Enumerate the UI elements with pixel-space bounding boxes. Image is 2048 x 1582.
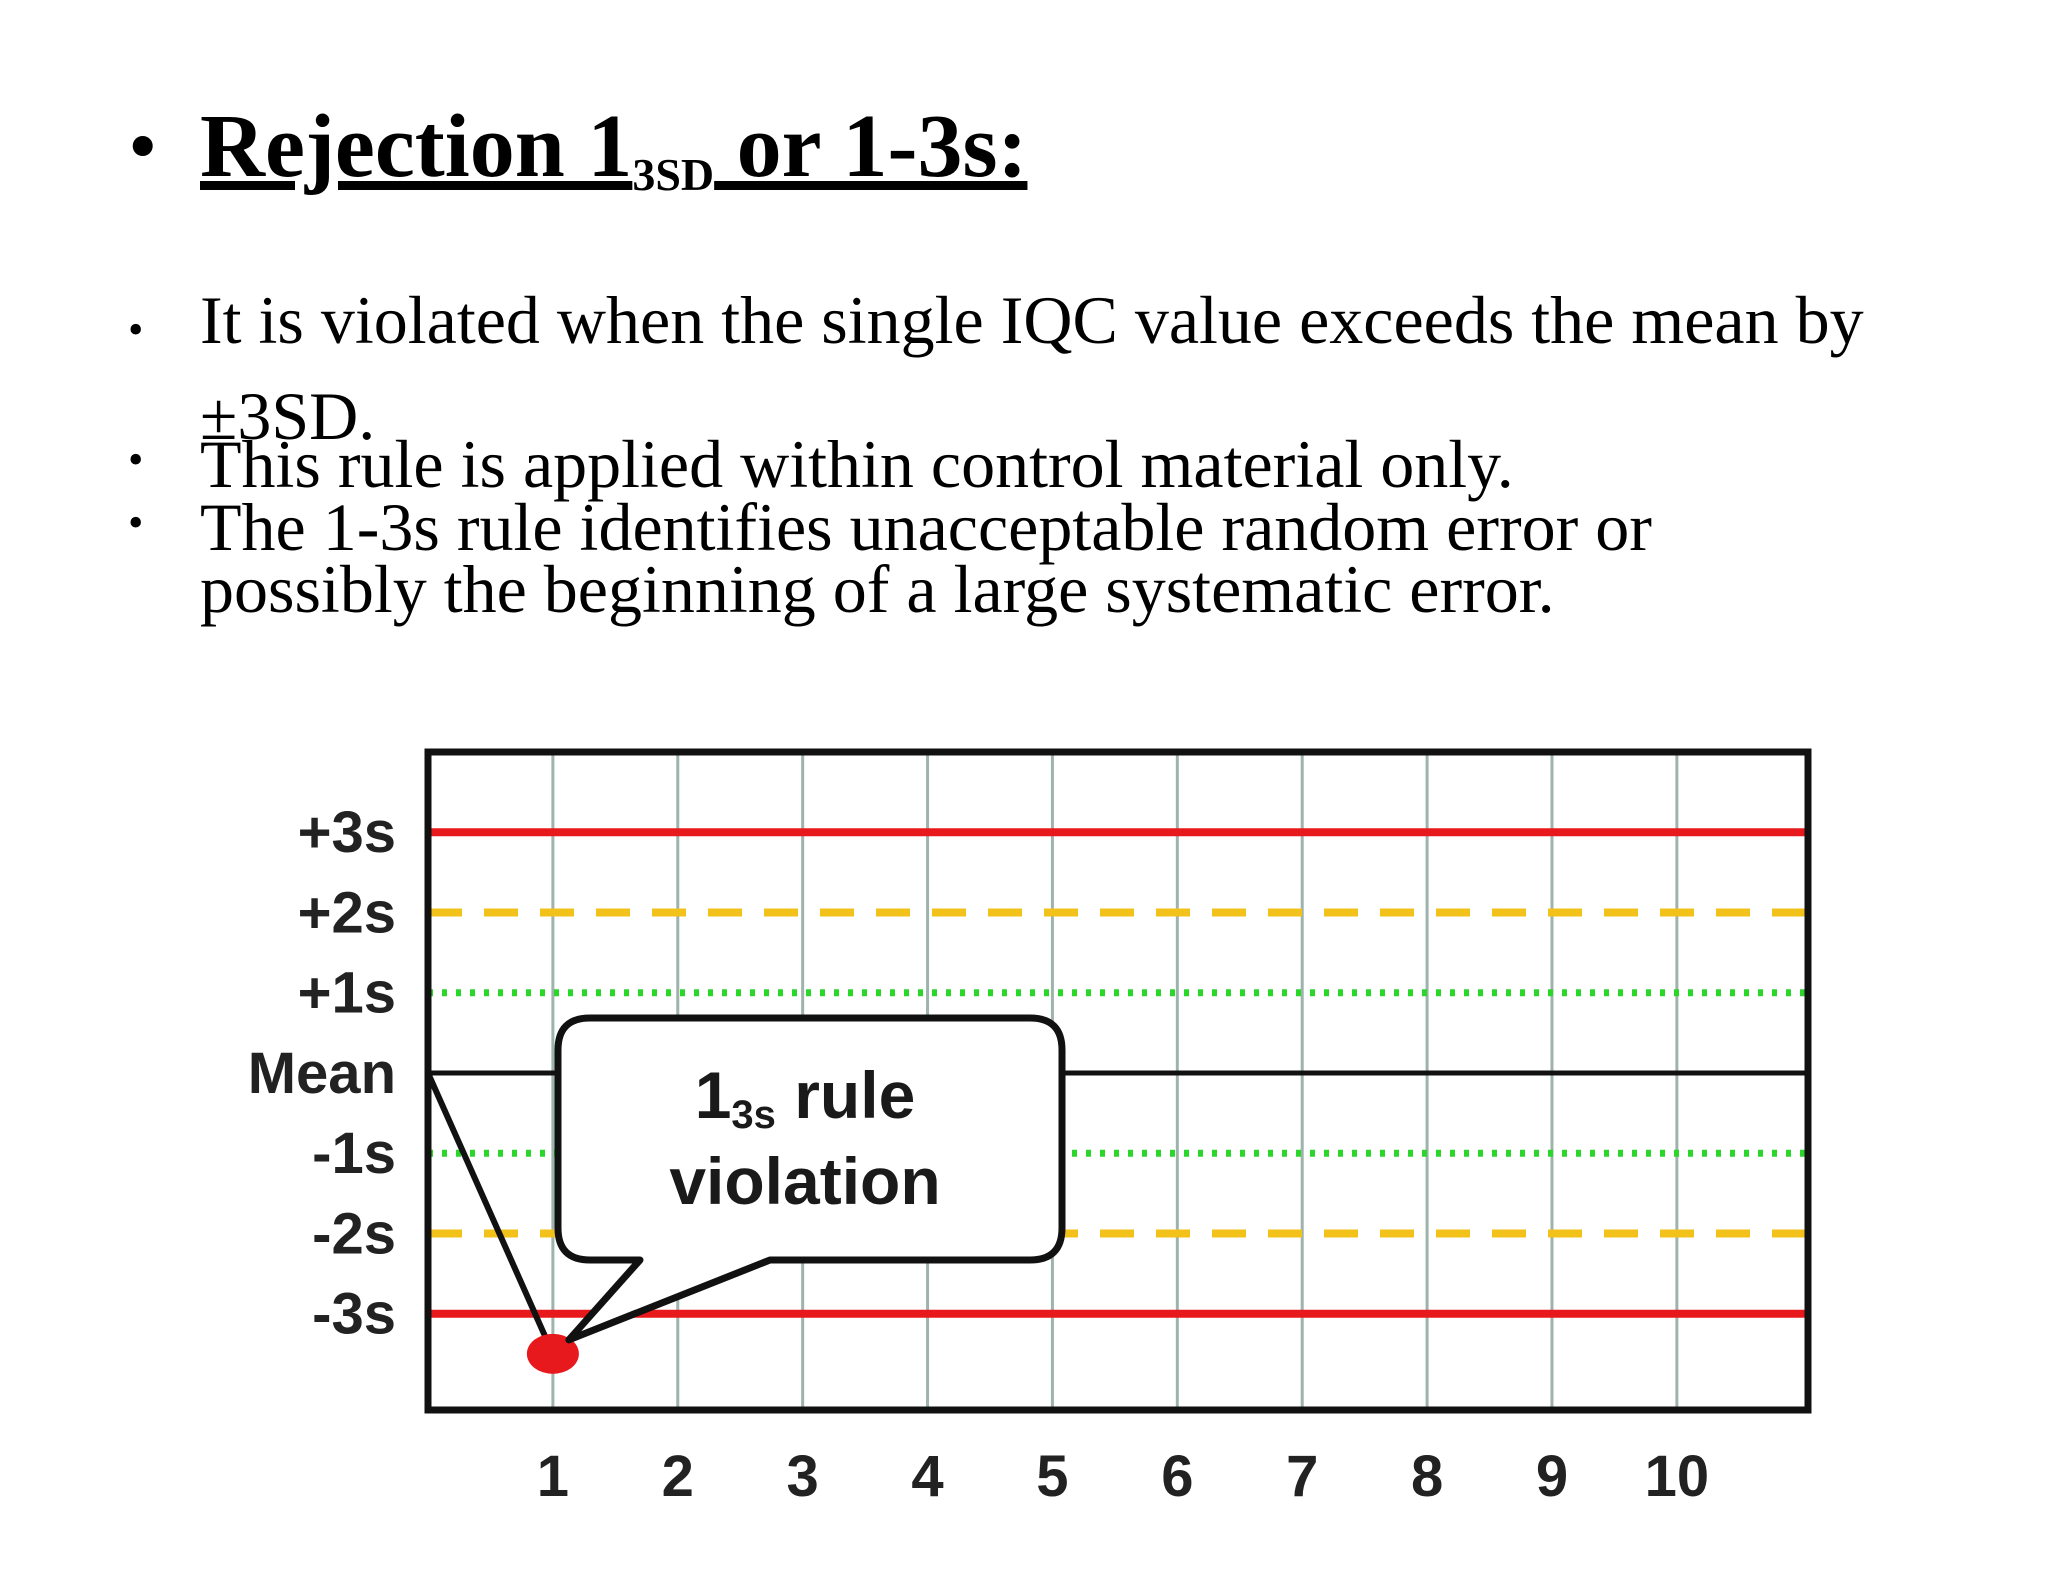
x-tick-label: 5: [1036, 1444, 1068, 1509]
data-points: [526, 1333, 579, 1374]
y-tick-label: +3s: [298, 800, 396, 865]
y-tick-label: -1s: [312, 1121, 396, 1186]
x-tick-label: 7: [1286, 1444, 1318, 1509]
y-tick-label: +1s: [298, 961, 396, 1026]
bullet-list: • It is violated when the single IQC val…: [128, 272, 2028, 627]
callout-sub: 3s: [731, 1093, 776, 1137]
bullet-text: It is violated when the single IQC value…: [200, 282, 1864, 454]
y-tick-labels: +3s +2s +1s Mean -1s -2s -3s: [248, 800, 396, 1346]
bullet-item: • It is violated when the single IQC val…: [128, 272, 2028, 464]
callout-line-2: violation: [669, 1144, 940, 1218]
callout-rest: rule: [776, 1058, 915, 1132]
callout-line-1: 13s rule: [695, 1058, 916, 1137]
x-tick-label: 9: [1536, 1444, 1568, 1509]
bullet-dot: •: [128, 305, 144, 354]
series-lines: [425, 1071, 556, 1356]
title-prefix: Rejection 1: [200, 97, 633, 196]
x-tick-label: 2: [662, 1444, 694, 1509]
callout-bubble: [554, 1014, 1066, 1344]
title-subscript: 3SD: [632, 149, 715, 200]
bullet-item: • This rule is applied within control ma…: [128, 430, 2028, 498]
bullet-item: • The 1-3s rule identifies unacceptable …: [128, 493, 2028, 627]
x-tick-label: 6: [1161, 1444, 1193, 1509]
x-tick-label: 10: [1645, 1444, 1710, 1509]
y-tick-label: +2s: [298, 880, 396, 945]
x-tick-label: 8: [1411, 1444, 1443, 1509]
bullet-text-line-2: possibly the beginning of a large system…: [200, 551, 1555, 627]
y-tick-label: -3s: [312, 1282, 396, 1347]
bullet-text-line-1: The 1-3s rule identifies unacceptable ra…: [200, 489, 1652, 565]
violation-callout: 13s rule violation: [554, 1014, 1066, 1344]
series-line-0: [425, 1071, 556, 1356]
bullet-text: This rule is applied within control mate…: [200, 426, 1514, 502]
x-tick-label: 3: [787, 1444, 819, 1509]
bullet-dot: •: [128, 498, 144, 547]
violation-point: [526, 1333, 579, 1374]
title-bullet: •: [128, 100, 158, 193]
x-tick-label: 1: [537, 1444, 569, 1509]
x-tick-labels: 1 2 3 4 5 6 7 8 9 10: [537, 1444, 1709, 1509]
title-suffix: or 1-3s:: [714, 97, 1028, 196]
callout-main: 1: [695, 1058, 732, 1132]
plot-frame: [424, 748, 1812, 1414]
x-tick-label: 4: [911, 1444, 943, 1509]
y-tick-label: -2s: [312, 1201, 396, 1266]
bullet-dot: •: [128, 435, 144, 484]
y-tick-label: Mean: [248, 1041, 396, 1106]
title-text: Rejection 13SD or 1-3s:: [200, 92, 1027, 202]
